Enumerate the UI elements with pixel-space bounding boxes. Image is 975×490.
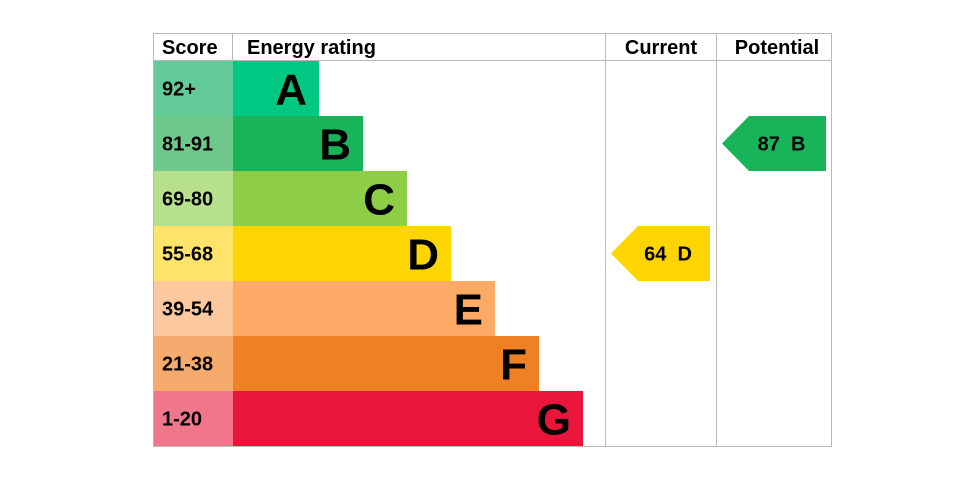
band-score-cell [153, 171, 233, 226]
band-row-g: 1-20 G [153, 391, 583, 446]
current-rating-label: 64 D [644, 244, 692, 266]
table-grid [153, 33, 832, 447]
potential-rating-label: 87 B [758, 134, 806, 156]
band-bar-d [233, 226, 451, 281]
band-letter: F [500, 341, 527, 390]
band-score-label: 92+ [162, 79, 196, 101]
energy-rating-column-header: Energy rating [247, 37, 376, 59]
band-score-label: 81-91 [162, 134, 213, 156]
band-score-cell [153, 226, 233, 281]
table-border [153, 33, 832, 447]
band-bar-a [233, 61, 319, 116]
band-score-cell [153, 336, 233, 391]
current-rating-indicator: 64 D [611, 226, 710, 281]
potential-column-header: Potential [735, 37, 819, 59]
band-score-cell [153, 281, 233, 336]
band-score-label: 1-20 [162, 409, 202, 431]
band-letter: G [537, 396, 571, 445]
band-score-label: 21-38 [162, 354, 213, 376]
potential-rating-indicator: 87 B [722, 116, 826, 171]
band-score-label: 39-54 [162, 299, 214, 321]
score-column-header: Score [162, 37, 218, 59]
band-score-cell [153, 116, 233, 171]
band-row-f: 21-38 F [153, 336, 539, 391]
band-bar-b [233, 116, 363, 171]
band-bar-f [233, 336, 539, 391]
band-letter: A [275, 66, 307, 115]
band-row-b: 81-91 B [153, 116, 363, 171]
potential-rating-arrow [722, 116, 826, 171]
band-letter: D [407, 231, 439, 280]
band-row-d: 55-68 D [153, 226, 451, 281]
band-letter: E [454, 286, 483, 335]
rating-bands: 92+ A 81-91 B 69-80 C 55-68 D 39-54 E 21-38 F 1-20 G [153, 61, 583, 446]
current-column-header: Current [625, 37, 698, 59]
band-score-label: 69-80 [162, 189, 213, 211]
band-bar-c [233, 171, 407, 226]
band-row-c: 69-80 C [153, 171, 407, 226]
band-row-a: 92+ A [153, 61, 319, 116]
band-score-cell [153, 391, 233, 446]
band-bar-e [233, 281, 495, 336]
band-bar-g [233, 391, 583, 446]
band-row-e: 39-54 E [153, 281, 495, 336]
band-score-label: 55-68 [162, 244, 213, 266]
band-letter: C [363, 176, 395, 225]
band-score-cell [153, 61, 233, 116]
current-rating-arrow [611, 226, 710, 281]
band-letter: B [319, 121, 351, 170]
